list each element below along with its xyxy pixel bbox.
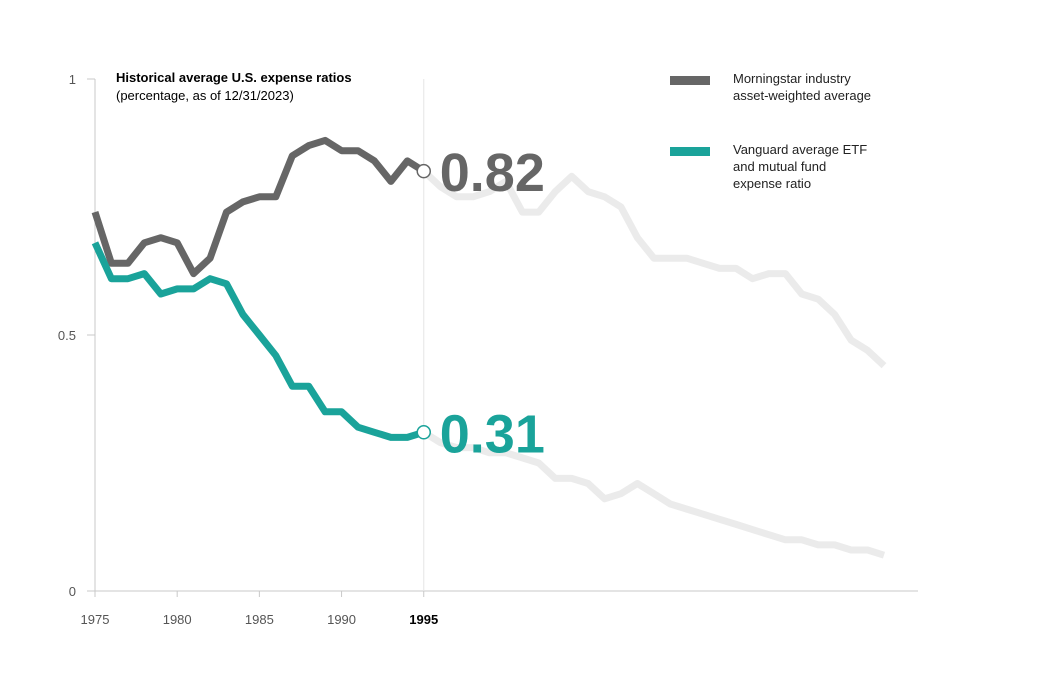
legend-label-morningstar: Morningstar industry asset-weighted aver…: [733, 71, 872, 103]
x-tick-label: 1990: [327, 612, 356, 627]
x-tick-label: 1975: [81, 612, 110, 627]
legend-swatch-vanguard: [670, 147, 710, 156]
chart-title: Historical average U.S. expense ratios: [116, 70, 352, 85]
y-tick-label: 1: [69, 72, 76, 87]
legend-swatch-morningstar: [670, 76, 710, 85]
series-0-line: [91, 136, 426, 278]
x-tick-label: 1985: [245, 612, 274, 627]
series-0-faded-line: [421, 168, 887, 369]
chart-subtitle: (percentage, as of 12/31/2023): [116, 88, 294, 103]
series-0-highlight-point: [416, 163, 431, 179]
marker-layer: 0.82 0.31: [416, 143, 545, 464]
series-layer: [91, 136, 426, 441]
x-tick-label: 1980: [163, 612, 192, 627]
series-1-line: [91, 241, 425, 441]
series-1-highlight-point: [416, 425, 431, 440]
y-tick-label: 0.5: [58, 328, 76, 343]
series-1-faded-line: [421, 429, 886, 559]
x-tick-label: 1995: [409, 612, 438, 627]
faded-series-layer: [421, 168, 887, 559]
series-1-callout-value: 0.31: [440, 404, 545, 464]
series-0-callout-value: 0.82: [440, 143, 545, 203]
y-tick-label: 0: [69, 584, 76, 599]
legend-label-vanguard: Vanguard average ETF and mutual fund exp…: [733, 142, 868, 191]
